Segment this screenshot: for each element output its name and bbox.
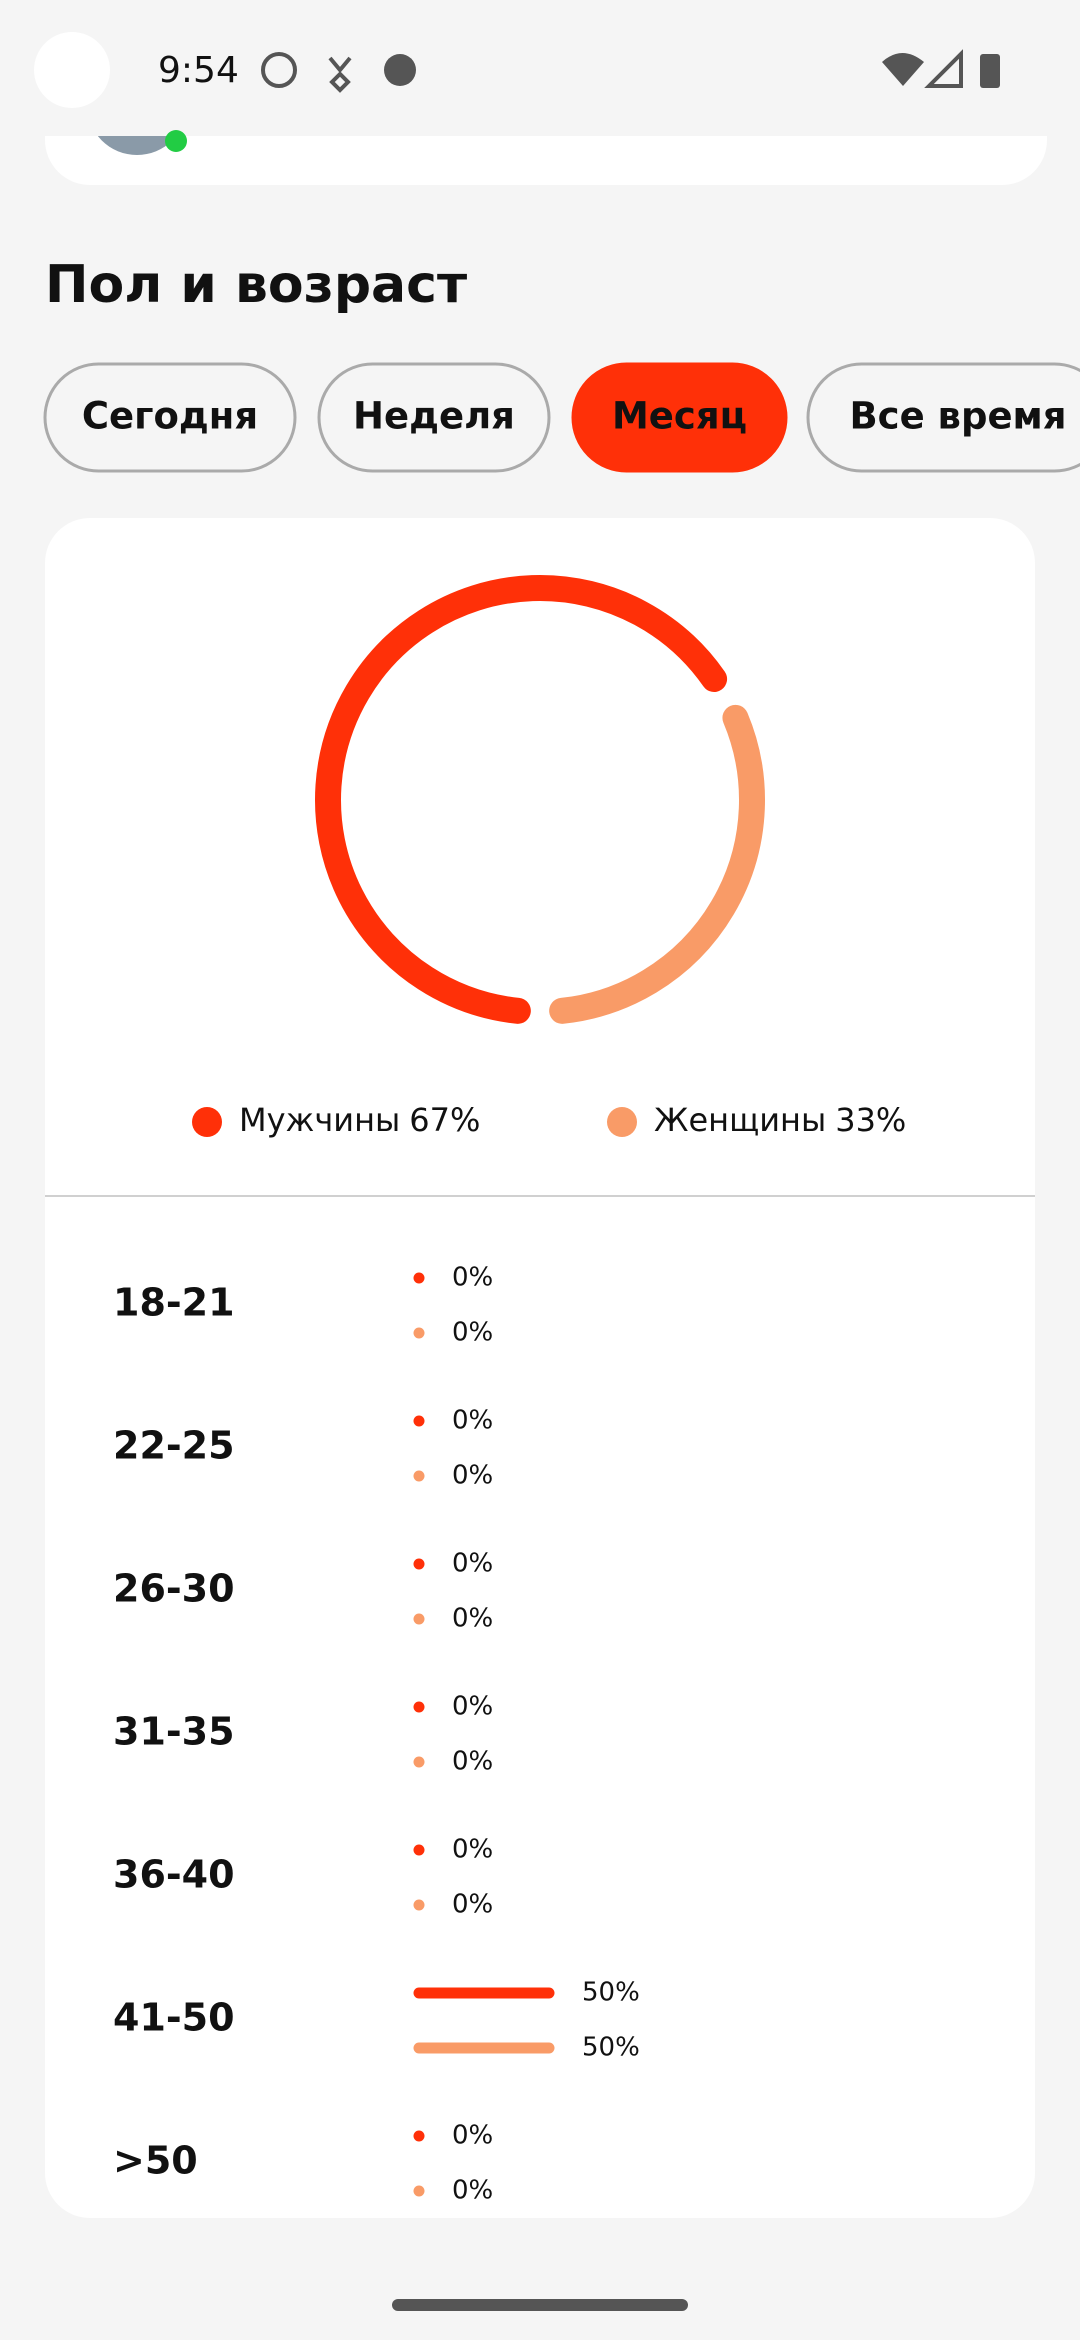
status-icon xyxy=(261,52,297,88)
age-label: >50 xyxy=(113,2139,198,2183)
age-value-label: 0% xyxy=(452,1890,493,1920)
legend-value: 33% xyxy=(835,1101,906,1139)
legend-name: Женщины xyxy=(654,1101,826,1139)
age-value-label: 0% xyxy=(452,1747,493,1777)
age-value-label: 50% xyxy=(582,1978,640,2008)
tab-pill[interactable] xyxy=(806,362,1080,473)
tab-label[interactable]: Неделя xyxy=(353,395,515,438)
online-dot xyxy=(165,130,187,152)
age-value-label: 0% xyxy=(452,2121,493,2151)
tab[interactable]: Сегодня xyxy=(43,362,297,473)
age-value-label: 0% xyxy=(452,1692,493,1722)
age-value-label: 0% xyxy=(452,1835,493,1865)
age-label: 31-35 xyxy=(113,1710,235,1754)
tab-label[interactable]: Все время xyxy=(849,395,1066,438)
stats-card xyxy=(45,518,1035,2218)
section-title: Пол и возраст xyxy=(45,255,467,315)
age-value-label: 0% xyxy=(452,1604,493,1634)
age-value-label: 50% xyxy=(582,2033,640,2063)
tab-pill[interactable] xyxy=(43,362,297,473)
donut-segment xyxy=(315,575,728,1024)
legend-label: Женщины 33% xyxy=(654,1101,906,1139)
tab[interactable]: Неделя xyxy=(317,362,551,473)
legend-value: 67% xyxy=(409,1101,480,1139)
legend-dot xyxy=(192,1107,222,1137)
age-label: 22-25 xyxy=(113,1424,235,1468)
age-label: 41-50 xyxy=(113,1996,235,2040)
camera-cutout xyxy=(34,32,110,108)
signal-icon xyxy=(924,49,963,88)
legend-name: Мужчины xyxy=(239,1101,400,1139)
age-value-label: 0% xyxy=(452,1318,493,1348)
status-icon xyxy=(328,56,352,93)
status-icon xyxy=(384,54,416,86)
tab-label[interactable]: Сегодня xyxy=(82,395,258,438)
age-label: 26-30 xyxy=(113,1567,235,1611)
donut-segment xyxy=(549,704,765,1024)
age-value-label: 0% xyxy=(452,1549,493,1579)
age-value-label: 0% xyxy=(452,1263,493,1293)
age-label: 18-21 xyxy=(113,1281,235,1325)
tabs: Сегодня Неделя Месяц Все время xyxy=(43,362,1080,473)
donut-chart: Мужчины 67% Женщины 33% xyxy=(192,575,906,1139)
tab[interactable]: Месяц xyxy=(571,362,788,473)
age-value-label: 0% xyxy=(452,2176,493,2206)
status-time: 9:54 xyxy=(158,50,239,91)
age-value-label: 0% xyxy=(452,1461,493,1491)
age-label: 36-40 xyxy=(113,1853,235,1897)
legend-label: Мужчины 67% xyxy=(239,1101,480,1139)
wifi-icon xyxy=(882,53,924,86)
age-value-label: 0% xyxy=(452,1406,493,1436)
status-bar-bg xyxy=(45,0,1047,136)
tab-pill[interactable] xyxy=(571,362,788,473)
battery-icon xyxy=(980,54,1000,88)
tab[interactable]: Все время xyxy=(806,362,1080,473)
legend-dot xyxy=(607,1107,637,1137)
tab-label[interactable]: Месяц xyxy=(612,395,747,438)
tab-pill[interactable] xyxy=(317,362,551,473)
age-chart: 18-21 0% 0% 22-25 0% 0% 26-30 0% 0% 31-35 0% 0% 36-4… xyxy=(113,1263,640,2206)
home-indicator xyxy=(392,2299,688,2311)
